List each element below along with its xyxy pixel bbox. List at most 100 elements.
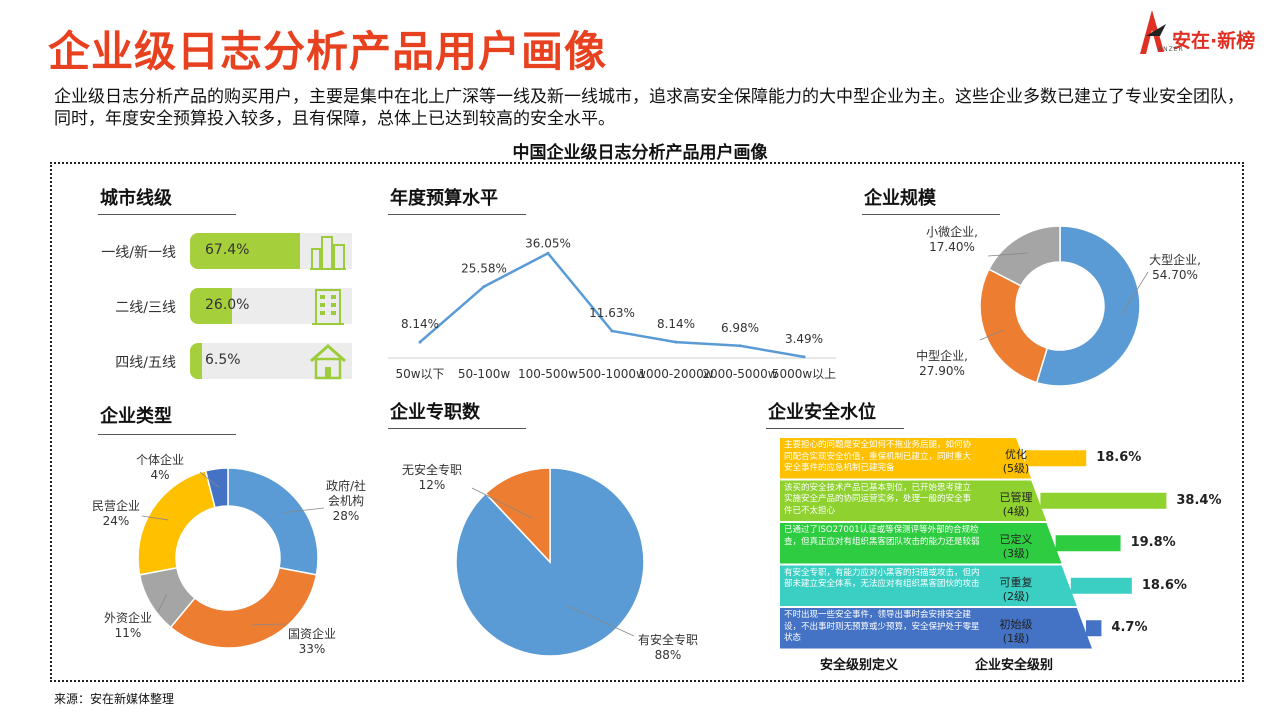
pie-slice-label: 政府/社 xyxy=(326,478,366,493)
skyscraper-icon xyxy=(308,231,348,271)
scale-section-title: 企业规模 xyxy=(864,188,936,209)
pie-leader-line xyxy=(979,329,1004,341)
budget-point xyxy=(738,344,742,348)
pie-leader-line xyxy=(252,623,287,626)
budget-point xyxy=(674,340,678,344)
pie-slice-label: 27.90% xyxy=(919,364,965,378)
budget-section-title: 年度预算水平 xyxy=(390,188,498,209)
city-bar-fill xyxy=(190,233,300,269)
budget-tick-label: 50w以下 xyxy=(395,367,444,381)
security-level-description: 该买的安全技术产品已基本到位，已开始思考建立实施安全产品的协同运营实务，处理一般… xyxy=(784,482,972,516)
security-level-description: 不时出现一些安全事件，领导出事时会安排安全建设，不出事时则无预算或少预算，安全保… xyxy=(784,610,980,643)
logo-mark-icon xyxy=(1140,10,1164,54)
security-level-name: 初始级 xyxy=(999,618,1033,631)
pie-leader-line xyxy=(157,593,168,613)
pie-slice xyxy=(169,566,318,649)
pie-slice-label: 会机构 xyxy=(328,493,364,508)
budget-line-chart: 8.14% 50w以下 25.58% 50-100w 36.05% 100-500w 11.… xyxy=(388,236,836,381)
security-level-bar xyxy=(1086,620,1102,637)
city-bar-fill xyxy=(190,288,233,324)
type-section-title: 企业类型 xyxy=(100,406,172,427)
pie-slice-label: 民营企业 xyxy=(92,498,140,513)
security-level-grade: (3级) xyxy=(1002,547,1030,560)
pie-slice-label: 24% xyxy=(103,514,130,528)
budget-data-label: 25.58% xyxy=(461,262,507,276)
city-bar-value: 67.4% xyxy=(205,242,250,258)
pie-slice-label: 54.70% xyxy=(1152,268,1198,282)
staff-section-title: 企业专职数 xyxy=(390,402,480,423)
budget-data-label: 36.05% xyxy=(525,236,571,250)
budget-tick-label: 2000-5000w xyxy=(702,367,777,381)
budget-data-label: 6.98% xyxy=(721,321,759,335)
security-level-percent: 18.6% xyxy=(1141,577,1187,593)
security-section-title: 企业安全水位 xyxy=(768,402,876,423)
pie-slice-label: 88% xyxy=(655,648,682,662)
house-icon xyxy=(308,341,348,381)
pie-slice-label: 小微企业, xyxy=(926,224,978,239)
budget-point xyxy=(546,251,550,255)
security-level-description: 主要担心的问题是安全如何不拖业务后腿，如何协同配合实现安全价值，重保机制已建立，… xyxy=(784,440,972,473)
budget-tick-label: 100-500w xyxy=(518,367,578,381)
security-level-bar xyxy=(1055,535,1121,552)
budget-tick-label: 500-1000w xyxy=(578,367,646,381)
pyramid-level-shape xyxy=(780,565,1077,606)
pyramid-level-shape xyxy=(780,480,1047,521)
city-tier-label: 四线/五线 xyxy=(115,355,176,371)
pie-slice-label: 12% xyxy=(419,478,446,492)
security-level-grade: (2级) xyxy=(1002,589,1030,603)
security-level-description: 有安全专职，有能力应对小黑客的扫描或攻击，但内部未建立安全体系，无法应对有组织黑… xyxy=(784,567,980,590)
city-bar-value: 26.0% xyxy=(205,297,250,313)
scale-donut-chart: 大型企业,54.70% 中型企业,27.90% 小微企业,17.40% xyxy=(916,224,1201,387)
pie-leader-line xyxy=(987,252,1028,257)
pie-slice xyxy=(484,467,551,564)
security-level-description: 已通过了ISO27001认证或等保测评等外部的合规检查，但真正应对有组织黑客团队… xyxy=(784,525,980,547)
security-footer-definition: 安全级别定义 xyxy=(820,658,899,673)
security-level-grade: (5级) xyxy=(1002,462,1030,475)
pyramid-level-shape xyxy=(780,438,1032,479)
type-section-underline xyxy=(98,434,236,435)
city-bar-fill xyxy=(190,343,202,379)
pie-slice-label: 国资企业 xyxy=(288,626,336,641)
staff-section-underline xyxy=(388,428,526,429)
pie-slice-label: 中型企业, xyxy=(916,348,968,363)
pie-leader-line xyxy=(567,605,635,637)
pie-slice-label: 外资企业 xyxy=(104,610,152,625)
office-building-icon xyxy=(308,286,348,326)
city-tier-label: 二线/三线 xyxy=(115,300,176,316)
budget-section-underline xyxy=(388,214,526,215)
scale-section-underline xyxy=(862,214,1000,215)
pie-slice-label: 个体企业 xyxy=(136,452,184,467)
budget-point xyxy=(418,340,422,344)
logo-text: 安在·新榜 xyxy=(1172,30,1256,52)
budget-point xyxy=(802,355,806,359)
city-section-underline xyxy=(98,214,236,215)
security-level-name: 已管理 xyxy=(999,490,1033,504)
security-footer-level: 企业安全级别 xyxy=(975,658,1054,673)
budget-data-label: 11.63% xyxy=(589,306,635,320)
pie-slice-label: 28% xyxy=(333,509,360,523)
budget-tick-label: 50-100w xyxy=(458,367,511,381)
pyramid-level-shape xyxy=(780,608,1092,649)
pie-slice xyxy=(1035,225,1141,387)
security-level-percent: 38.4% xyxy=(1176,492,1222,508)
security-level-name: 已定义 xyxy=(999,533,1033,546)
pie-slice xyxy=(227,467,319,576)
budget-tick-label: 1000-2000w xyxy=(638,367,713,381)
pie-slice-label: 33% xyxy=(299,642,326,656)
security-level-name: 可重复 xyxy=(999,575,1033,589)
security-level-percent: 4.7% xyxy=(1111,620,1148,636)
budget-tick-label: 5000w以上 xyxy=(772,367,836,381)
security-level-percent: 18.6% xyxy=(1096,450,1142,466)
pie-leader-line xyxy=(141,515,169,521)
anzer-logo xyxy=(1140,10,1166,54)
budget-data-label: 3.49% xyxy=(785,332,823,346)
pie-slice-label: 11% xyxy=(115,626,142,640)
figure-subtitle: 中国企业级日志分析产品用户画像 xyxy=(512,143,768,163)
security-level-grade: (4级) xyxy=(1002,504,1030,518)
city-bar-value: 6.5% xyxy=(205,352,241,368)
pie-slice-label: 17.40% xyxy=(929,240,975,254)
city-section-title: 城市线级 xyxy=(100,188,172,209)
budget-point xyxy=(482,285,486,289)
